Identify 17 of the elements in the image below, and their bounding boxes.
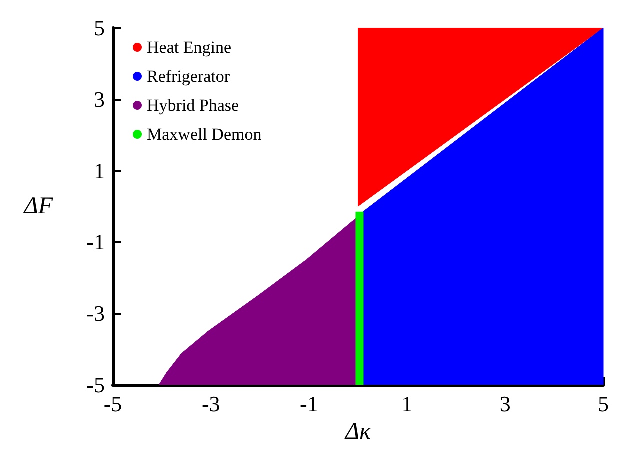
x-axis-title: Δκ	[344, 418, 372, 445]
legend-label: Maxwell Demon	[147, 125, 262, 144]
y-tick-label: 1	[94, 158, 105, 184]
x-tick-label: 5	[598, 392, 609, 416]
y-axis-title: ΔF	[23, 194, 54, 220]
y-tick-label: 5	[94, 16, 105, 40]
x-tick-label: 3	[500, 392, 511, 416]
legend-label: Hybrid Phase	[147, 96, 240, 115]
x-tick-label: -1	[300, 392, 318, 416]
y-tick-label: -1	[86, 230, 105, 255]
x-tick-label: 1	[402, 392, 413, 416]
legend-label: Heat Engine	[147, 38, 232, 57]
y-tick-label: -3	[86, 301, 105, 326]
y-tick-label: -5	[86, 372, 105, 398]
x-tick-label: -3	[202, 392, 220, 416]
y-tick-label: 3	[94, 86, 105, 112]
legend-label: Refrigerator	[147, 67, 230, 86]
